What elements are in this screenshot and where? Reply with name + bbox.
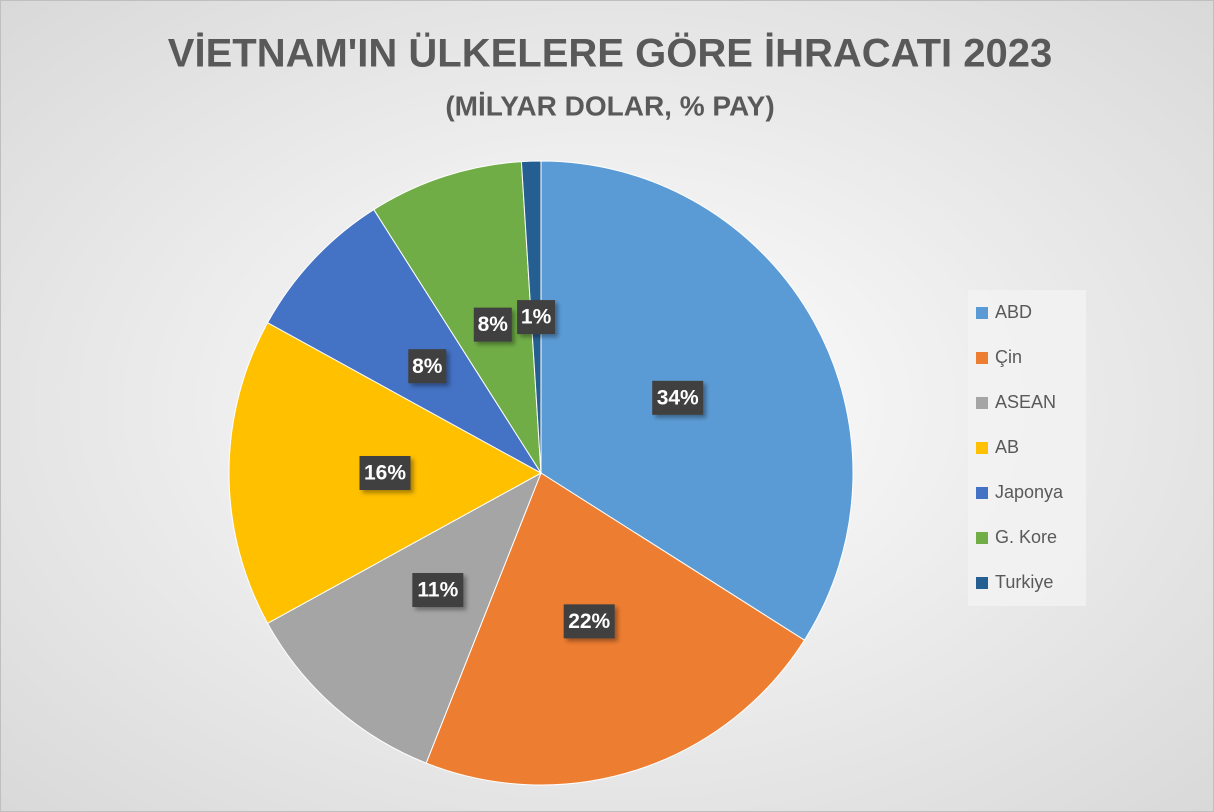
data-label: 8% [478, 313, 509, 336]
legend-swatch [976, 397, 988, 409]
pie-slice [373, 161, 542, 474]
data-label: 16% [364, 462, 406, 485]
data-label-box [359, 456, 411, 490]
legend-label: ASEAN [995, 392, 1056, 412]
data-label-box [408, 349, 447, 384]
legend-swatch [976, 307, 988, 319]
data-label-box [412, 573, 464, 608]
data-label: 1% [521, 306, 552, 329]
legend-label: Turkiye [995, 572, 1053, 592]
pie-slice [425, 472, 806, 786]
legend-swatch [976, 487, 988, 499]
pie-slice [266, 208, 542, 474]
legend-swatch [976, 577, 988, 589]
data-label: 11% [417, 579, 458, 602]
data-label-box [473, 307, 512, 342]
data-label: 8% [412, 355, 443, 378]
legend-label: G. Kore [995, 527, 1057, 547]
chart-title: VİETNAM'IN ÜLKELERE GÖRE İHRACATI 2023 [168, 31, 1052, 76]
legend-label: Çin [995, 347, 1022, 367]
legend-label: ABD [995, 302, 1032, 322]
data-label: 22% [568, 610, 610, 633]
chart-subtitle: (MİLYAR DOLAR, % PAY) [445, 90, 774, 121]
data-label-box [517, 300, 556, 335]
legend-swatch [976, 442, 988, 454]
pie-slice [266, 471, 542, 764]
legend-swatch [976, 352, 988, 364]
data-label-box [652, 380, 704, 415]
legend-label: Japonya [995, 482, 1064, 502]
data-label: 34% [657, 386, 699, 409]
data-label-box [563, 604, 615, 639]
legend-label: AB [995, 437, 1019, 457]
legend-swatch [976, 532, 988, 544]
